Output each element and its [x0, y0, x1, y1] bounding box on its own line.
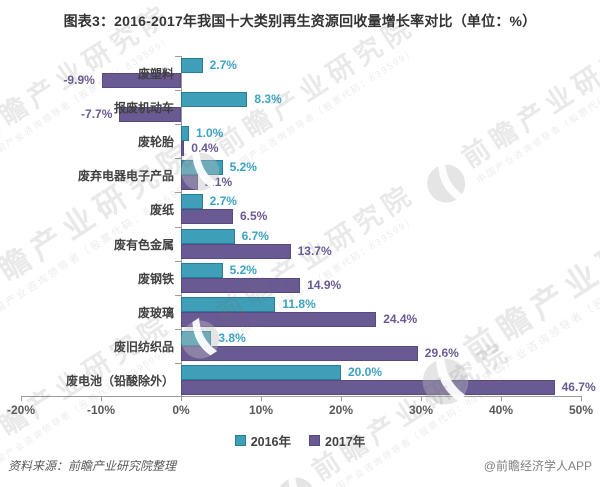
source-note: 资料来源：前瞻产业研究院整理 — [8, 459, 177, 473]
x-axis-tick-label: 30% — [408, 403, 434, 417]
value-label-2017年-废玻璃: 24.4% — [383, 311, 418, 326]
legend-item-2017年: 2017年 — [309, 431, 365, 450]
x-axis-tick — [581, 396, 582, 401]
value-label-2017年-废塑料: -9.9% — [63, 73, 95, 87]
bar-2017年-废轮胎 — [181, 141, 185, 157]
bar-2017年-废电池（铅酸除外） — [181, 379, 555, 395]
value-label-2017年-报废机动车: -7.7% — [81, 107, 113, 122]
bar-2017年-废纸 — [181, 209, 233, 225]
value-label-2017年-废纸: 6.5% — [240, 209, 268, 224]
x-axis-tick-label: 20% — [328, 403, 354, 417]
bar-2017年-报废机动车 — [119, 107, 181, 123]
chart-title: 图表3：2016-2017年我国十大类别再生资源回收量增长率对比（单位：%） — [63, 13, 537, 29]
bar-2017年-废旧纺织品 — [181, 345, 418, 361]
value-label-2016年-废旧纺织品: 3.8% — [218, 330, 246, 345]
value-label-2016年-废轮胎: 1.0% — [196, 126, 224, 141]
value-label-2017年-废弃电器电子产品: 2.1% — [204, 175, 233, 190]
value-label-2016年-废塑料: 2.7% — [209, 58, 237, 72]
bar-2017年-废有色金属 — [181, 243, 291, 259]
legend-swatch — [309, 435, 320, 446]
category-label: 废塑料 — [137, 67, 174, 81]
value-label-2017年-废电池（铅酸除外）: 46.7% — [561, 379, 596, 394]
legend-swatch — [234, 435, 246, 446]
credit-note: @前瞻经济学人APP — [483, 459, 592, 473]
category-label: 废钢铁 — [137, 271, 174, 286]
legend: 2016年 2017年 — [0, 431, 600, 450]
legend-item-2016年: 2016年 — [234, 431, 291, 450]
x-axis-tick — [501, 396, 502, 401]
legend-label: 2017年 — [325, 435, 366, 449]
value-label-2017年-废钢铁: 14.9% — [307, 277, 342, 292]
bar-2016年-废弃电器电子产品 — [181, 160, 223, 176]
category-label: 废旧纺织品 — [113, 339, 174, 354]
x-axis-tick-label: -10% — [86, 403, 116, 417]
bar-2016年-废电池（铅酸除外） — [181, 364, 341, 380]
bar-2016年-废纸 — [181, 194, 203, 210]
legend-label: 2016年 — [250, 435, 291, 449]
value-label-2016年-废玻璃: 11.8% — [282, 296, 316, 311]
category-axis-tick — [175, 294, 181, 296]
bar-2016年-废旧纺织品 — [181, 330, 212, 346]
x-axis-tick — [421, 396, 422, 401]
footer: 资料来源：前瞻产业研究院整理 @前瞻经济学人APP — [8, 457, 592, 474]
category-axis-tick — [175, 328, 181, 330]
bar-2017年-废塑料 — [101, 73, 181, 88]
x-axis-tick-label: 50% — [568, 403, 594, 417]
x-axis-tick-label: 0% — [172, 403, 190, 417]
value-label-2017年-废有色金属: 13.7% — [297, 243, 332, 258]
x-axis-tick — [101, 396, 102, 401]
x-axis-tick-label: 40% — [488, 403, 514, 417]
category-axis-tick — [175, 56, 181, 57]
x-axis-tick-label: 10% — [248, 403, 274, 417]
bar-2017年-废弃电器电子产品 — [181, 175, 198, 191]
bar-2016年-废塑料 — [181, 58, 203, 73]
category-label: 废玻璃 — [137, 305, 174, 320]
x-axis-line — [21, 396, 581, 397]
value-label-2016年-废纸: 2.7% — [209, 194, 237, 209]
bar-2017年-废玻璃 — [181, 311, 377, 327]
category-axis-tick — [175, 192, 181, 194]
bar-2016年-废轮胎 — [181, 126, 189, 142]
bar-2016年-报废机动车 — [181, 92, 248, 108]
category-label: 废弃电器电子产品 — [77, 169, 174, 184]
category-axis-tick — [175, 124, 181, 126]
category-label: 报废机动车 — [113, 101, 174, 116]
value-label-2017年-废轮胎: 0.4% — [191, 141, 219, 156]
category-label: 废纸 — [149, 203, 174, 218]
bar-2017年-废钢铁 — [181, 277, 301, 293]
category-axis-tick — [175, 158, 181, 160]
x-axis-tick — [341, 396, 342, 401]
value-label-2017年-废旧纺织品: 29.6% — [424, 345, 459, 360]
value-label-2016年-报废机动车: 8.3% — [254, 92, 282, 107]
category-axis-tick — [175, 260, 181, 262]
bar-2016年-废钢铁 — [181, 262, 223, 278]
category-axis-tick — [175, 226, 181, 228]
bar-2016年-废玻璃 — [181, 296, 276, 312]
category-axis-tick — [175, 90, 181, 92]
zero-axis-line — [181, 56, 182, 396]
category-label: 废电池（铅酸除外） — [65, 373, 174, 388]
x-axis-tick — [21, 396, 22, 401]
bar-2016年-废有色金属 — [181, 228, 235, 244]
x-axis-tick-label: -20% — [6, 403, 36, 417]
category-label: 废轮胎 — [137, 135, 174, 150]
category-label: 废有色金属 — [113, 237, 174, 252]
value-label-2016年-废电池（铅酸除外）: 20.0% — [348, 364, 383, 379]
category-axis-tick — [175, 362, 181, 364]
value-label-2016年-废钢铁: 5.2% — [229, 262, 257, 277]
value-label-2016年-废弃电器电子产品: 5.2% — [229, 160, 257, 175]
x-axis-tick — [261, 396, 262, 401]
x-axis-tick — [181, 396, 182, 401]
value-label-2016年-废有色金属: 6.7% — [241, 228, 269, 243]
